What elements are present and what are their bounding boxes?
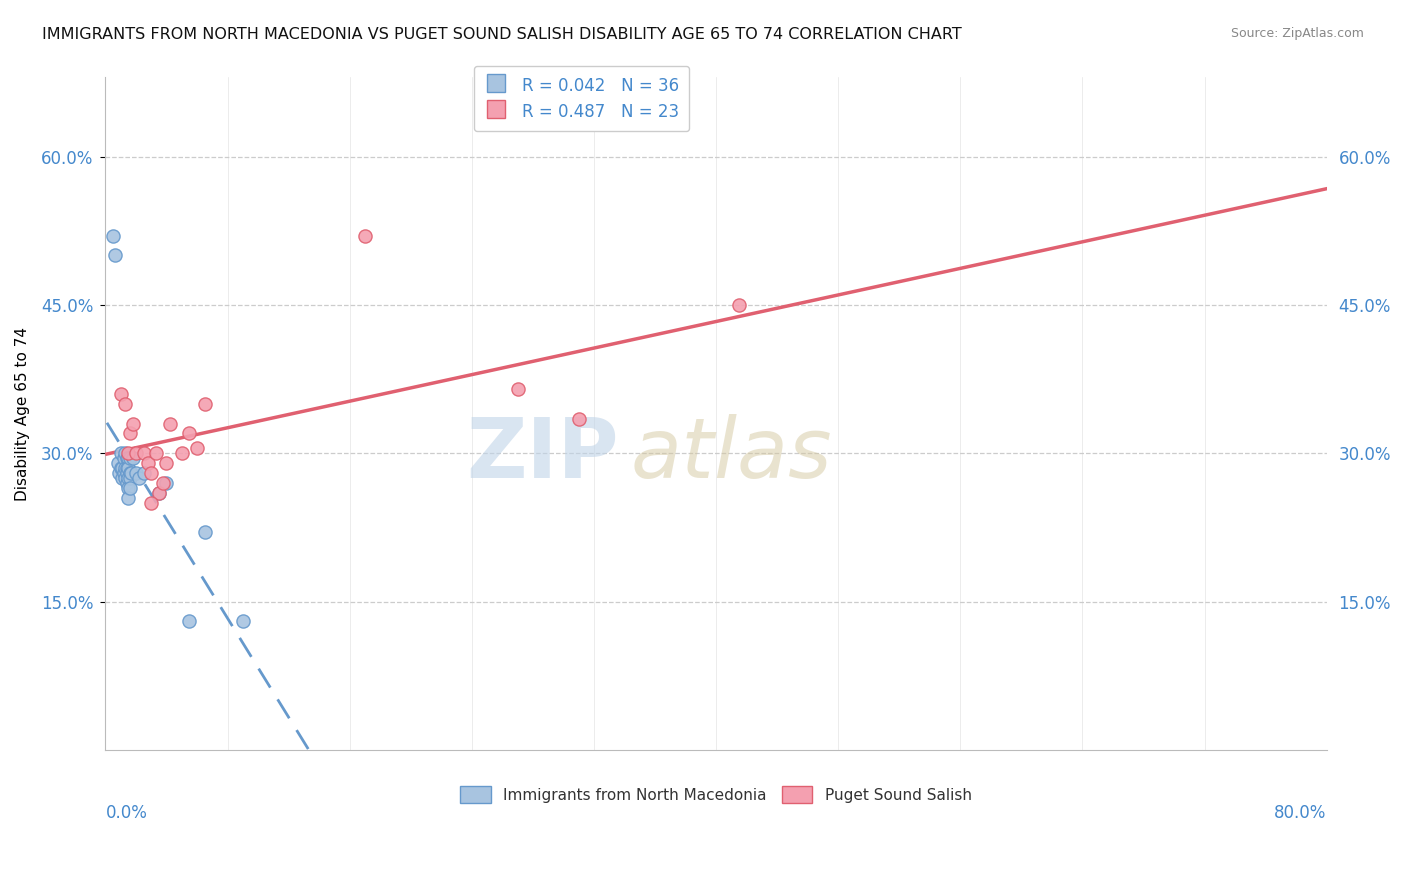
- Point: [101, 228, 124, 243]
- Point: [114, 461, 136, 475]
- Point: [110, 387, 132, 401]
- Point: [118, 471, 141, 485]
- Point: [117, 461, 139, 475]
- Point: [170, 446, 193, 460]
- Point: [132, 446, 155, 460]
- Point: [118, 481, 141, 495]
- Point: [114, 446, 136, 460]
- Point: [179, 615, 201, 629]
- Text: Source: ZipAtlas.com: Source: ZipAtlas.com: [1230, 27, 1364, 40]
- Point: [155, 475, 177, 490]
- Point: [179, 426, 201, 441]
- Point: [115, 461, 138, 475]
- Point: [148, 485, 170, 500]
- Point: [159, 417, 181, 431]
- Point: [111, 471, 134, 485]
- Text: IMMIGRANTS FROM NORTH MACEDONIA VS PUGET SOUND SALISH DISABILITY AGE 65 TO 74 CO: IMMIGRANTS FROM NORTH MACEDONIA VS PUGET…: [42, 27, 962, 42]
- Point: [112, 466, 135, 480]
- Point: [122, 451, 145, 466]
- Point: [107, 456, 129, 470]
- Point: [141, 496, 163, 510]
- Point: [112, 451, 135, 466]
- Point: [128, 471, 150, 485]
- Point: [136, 456, 159, 470]
- Point: [354, 228, 377, 243]
- Point: [506, 382, 529, 396]
- Point: [125, 446, 148, 460]
- Text: ZIP: ZIP: [465, 414, 619, 494]
- Point: [120, 466, 142, 480]
- Point: [155, 456, 177, 470]
- Point: [186, 442, 208, 456]
- Point: [145, 446, 167, 460]
- Point: [114, 397, 136, 411]
- Text: 80.0%: 80.0%: [1274, 805, 1327, 822]
- Point: [125, 466, 148, 480]
- Point: [118, 426, 141, 441]
- Point: [111, 461, 134, 475]
- Point: [232, 615, 254, 629]
- Text: 0.0%: 0.0%: [105, 805, 148, 822]
- Point: [728, 298, 751, 312]
- Point: [110, 461, 132, 475]
- Point: [194, 525, 217, 540]
- Y-axis label: Disability Age 65 to 74: Disability Age 65 to 74: [15, 326, 30, 500]
- Point: [103, 248, 125, 262]
- Point: [117, 471, 139, 485]
- Point: [152, 475, 174, 490]
- Point: [114, 471, 136, 485]
- Point: [115, 475, 138, 490]
- Point: [118, 466, 141, 480]
- Legend: Immigrants from North Macedonia, Puget Sound Salish: Immigrants from North Macedonia, Puget S…: [454, 780, 977, 810]
- Point: [108, 466, 131, 480]
- Point: [194, 397, 217, 411]
- Point: [115, 466, 138, 480]
- Point: [568, 411, 591, 425]
- Point: [117, 481, 139, 495]
- Point: [110, 446, 132, 460]
- Point: [141, 466, 163, 480]
- Point: [122, 417, 145, 431]
- Point: [132, 466, 155, 480]
- Point: [118, 451, 141, 466]
- Point: [148, 485, 170, 500]
- Point: [117, 491, 139, 505]
- Point: [117, 446, 139, 460]
- Point: [117, 451, 139, 466]
- Point: [115, 451, 138, 466]
- Text: atlas: atlas: [630, 414, 832, 494]
